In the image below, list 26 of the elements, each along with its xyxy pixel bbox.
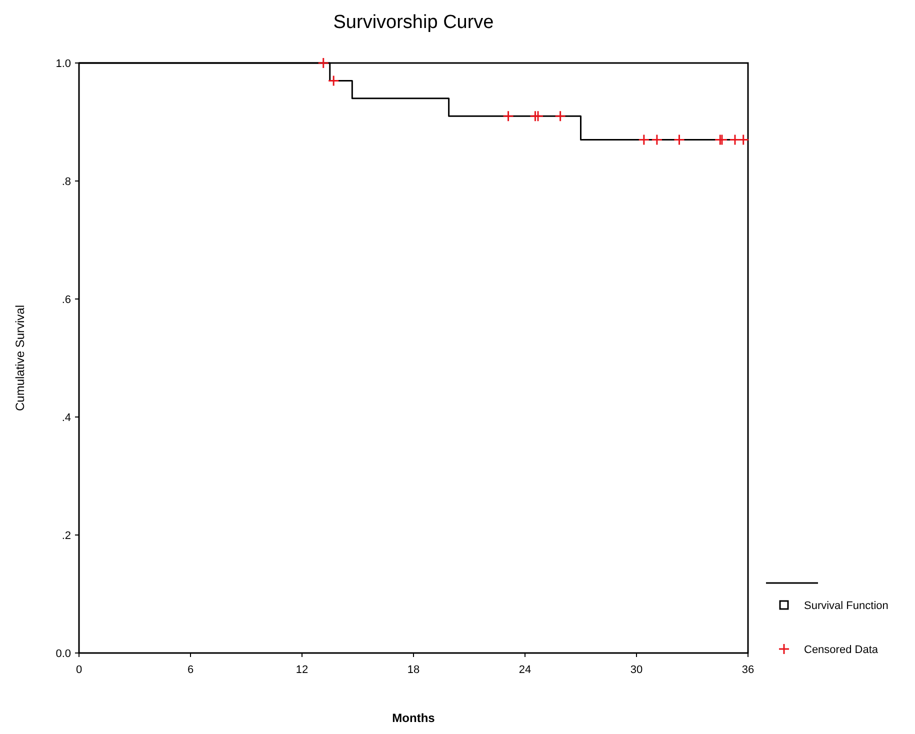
x-axis-title: Months xyxy=(392,711,436,725)
y-tick-label: .2 xyxy=(62,530,71,542)
x-tick-label: 12 xyxy=(296,664,308,676)
y-axis-title: Cumulative Survival xyxy=(13,304,27,412)
legend-label: Survival Function xyxy=(804,600,888,612)
point xyxy=(502,110,514,122)
point xyxy=(673,134,685,146)
y-tick-label: .4 xyxy=(62,412,71,424)
x-tick-label: 18 xyxy=(407,664,420,676)
point xyxy=(328,74,340,86)
x-tick-label: 0 xyxy=(76,664,82,676)
y-tick-label: .6 xyxy=(62,294,71,306)
chart-title: Survivorship Curve xyxy=(333,12,494,33)
x-tick-label: 36 xyxy=(742,664,754,676)
point xyxy=(318,57,330,69)
point xyxy=(532,110,544,122)
y-tick-label: .8 xyxy=(62,176,71,188)
point xyxy=(638,134,650,146)
legend-label: Censored Data xyxy=(804,644,879,656)
x-tick-label: 6 xyxy=(187,664,194,676)
x-tick-label: 30 xyxy=(630,664,643,676)
x-tick-label: 24 xyxy=(518,664,532,676)
point xyxy=(554,110,566,122)
y-tick-label: 0.0 xyxy=(56,648,71,660)
y-tick-label: 1.0 xyxy=(56,58,71,70)
point xyxy=(651,134,663,146)
